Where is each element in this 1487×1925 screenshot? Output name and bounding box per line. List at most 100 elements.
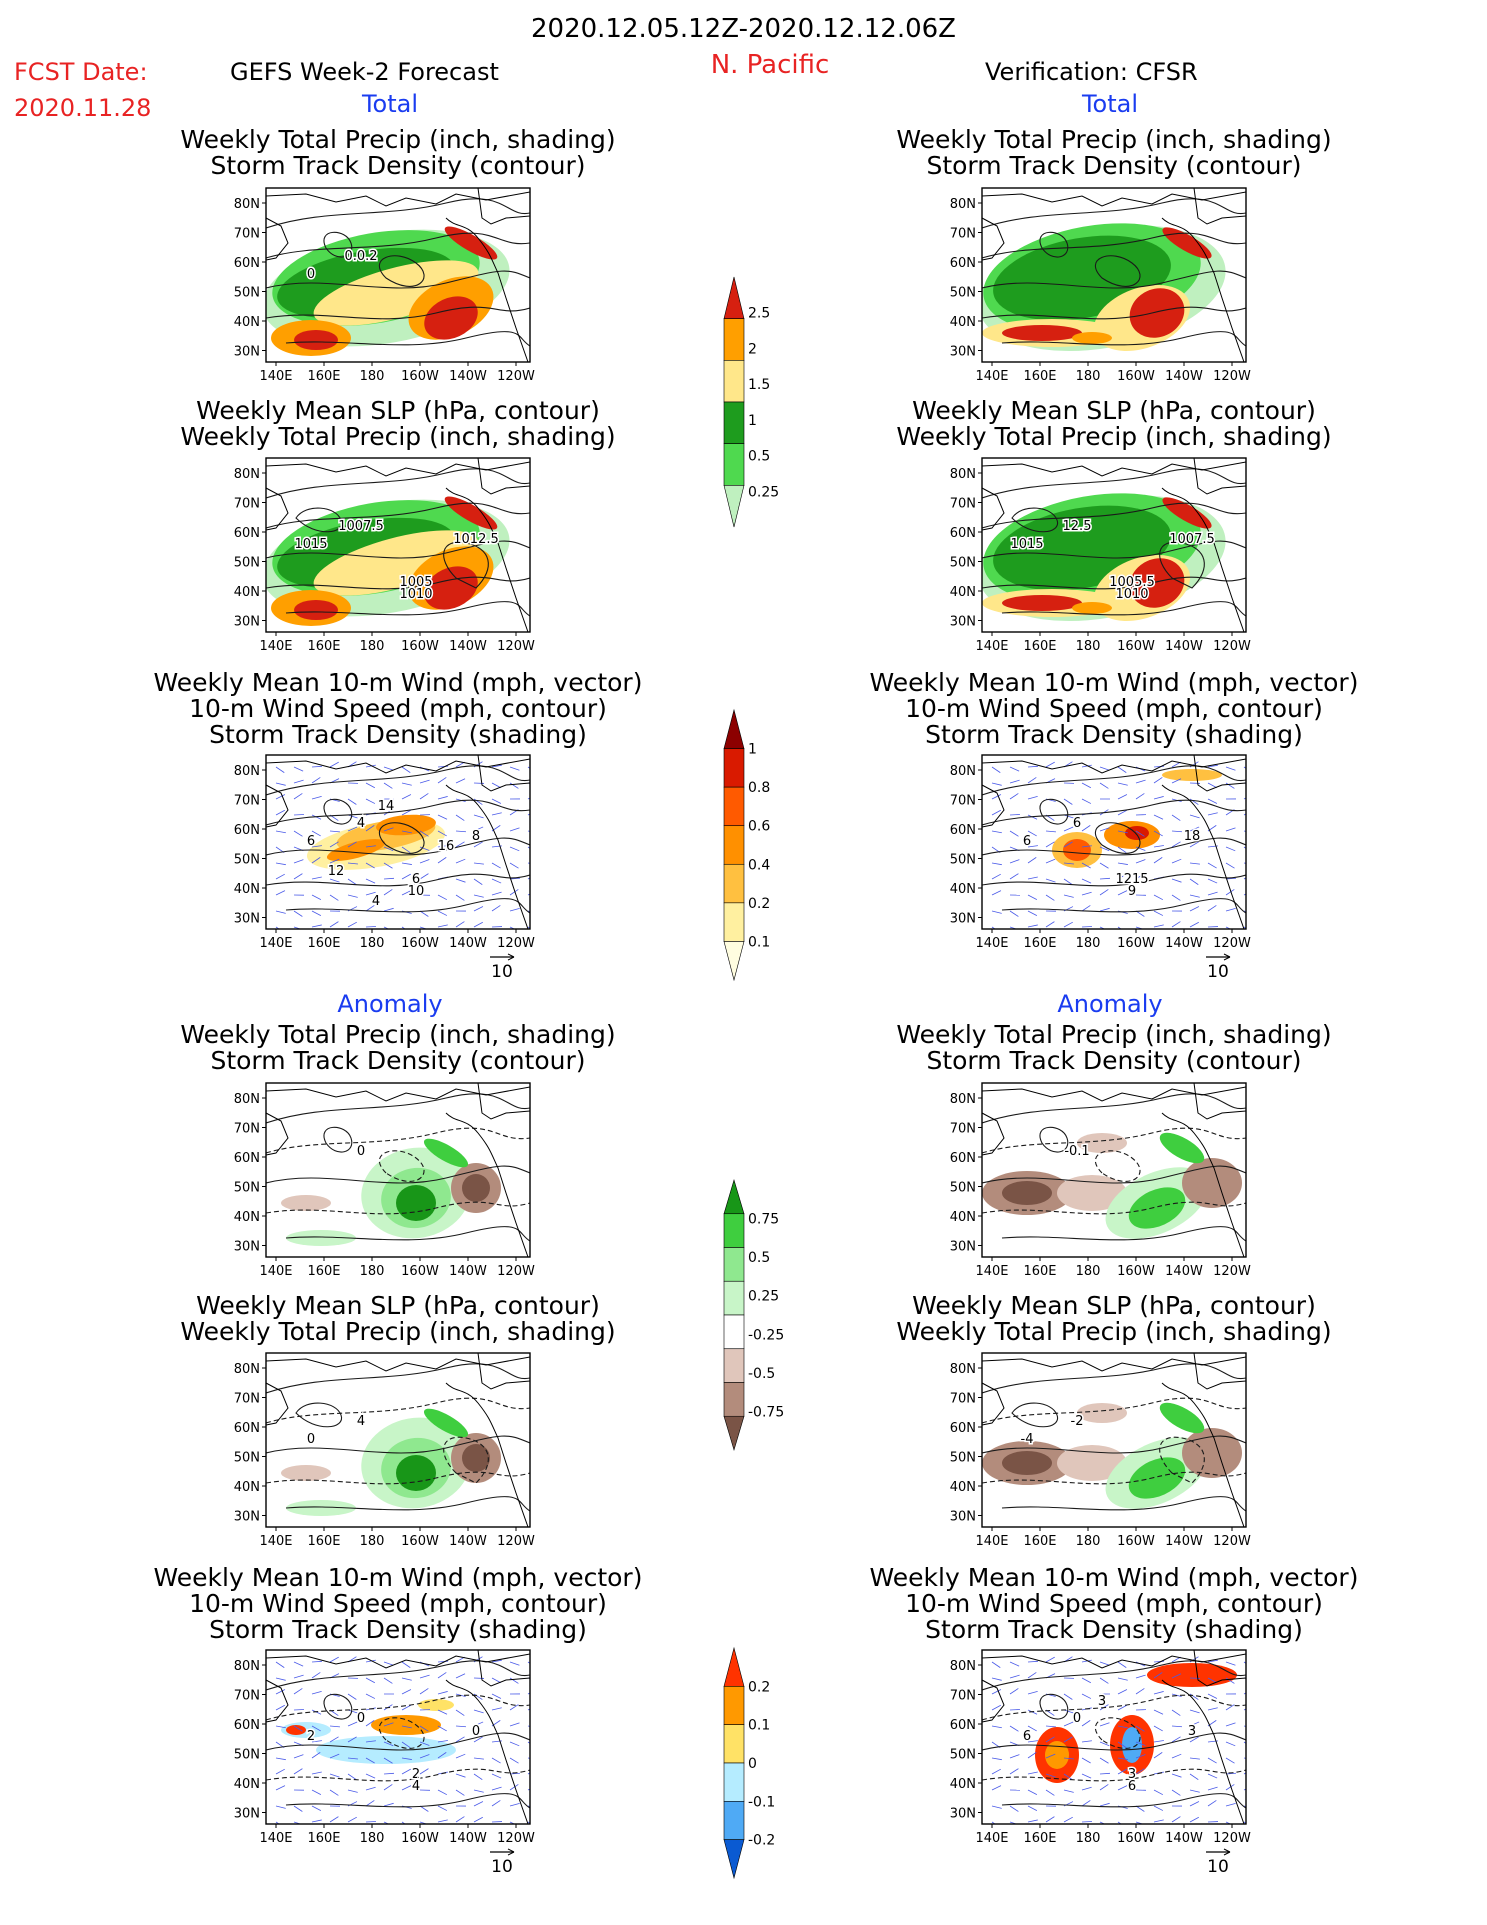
contour-line xyxy=(266,232,530,259)
lat-tick-label: 50N xyxy=(950,286,976,301)
colorbar-label: -0.2 xyxy=(748,1833,775,1849)
shading-region xyxy=(1063,839,1091,861)
section-label-anomaly-left: Anomaly xyxy=(337,990,443,1018)
wind-vector xyxy=(491,1773,502,1779)
coastline xyxy=(477,755,530,792)
wind-vector xyxy=(1045,1789,1055,1796)
wind-vector xyxy=(1135,1688,1145,1695)
contour-label: 0 xyxy=(307,267,315,282)
wind-vector xyxy=(419,1754,430,1759)
wind-vector xyxy=(329,1816,339,1823)
wind-vector xyxy=(401,1768,411,1775)
wind-vector xyxy=(347,826,358,832)
wind-vector xyxy=(1207,1786,1218,1791)
lat-tick-label: 50N xyxy=(950,1748,976,1763)
wind-vector xyxy=(1099,889,1109,896)
contour-line xyxy=(378,822,425,854)
wind-vector xyxy=(1063,841,1073,848)
contour-line xyxy=(1039,231,1069,258)
lon-tick-label: 120W xyxy=(497,639,535,654)
map-frame xyxy=(265,1649,531,1825)
contour-line xyxy=(295,1402,342,1428)
wind-vector xyxy=(509,846,520,852)
wind-vector xyxy=(1009,859,1020,864)
contour-line xyxy=(982,837,1246,856)
wind-vector xyxy=(1171,1709,1181,1716)
coastline xyxy=(1193,458,1246,495)
wind-vector xyxy=(509,1784,519,1791)
panel-title-line: Weekly Total Precip (inch, shading) xyxy=(180,422,616,451)
contour-label: 6 xyxy=(1023,1729,1031,1744)
lon-tick-label: 140E xyxy=(975,639,1008,654)
lat-tick-label: 80N xyxy=(234,1659,260,1674)
map-panel-left-5: 4 0 80N 70N 60N 50N 40N 30N 140E 160E 180 160W 140W 1… xyxy=(234,1352,535,1549)
wind-vector xyxy=(509,782,519,789)
wind-vector xyxy=(437,796,448,800)
contour-line xyxy=(266,1435,530,1454)
wind-vector xyxy=(311,1789,322,1795)
wind-vector xyxy=(1117,890,1128,896)
wind-vector xyxy=(1189,814,1200,819)
wind-vector xyxy=(1045,841,1055,848)
wind-vector xyxy=(1135,779,1146,784)
wind-vector xyxy=(275,910,286,914)
contour-line xyxy=(982,306,1246,320)
wind-vector xyxy=(1135,859,1146,864)
wind-vector xyxy=(401,873,411,880)
lon-tick-label: 140E xyxy=(975,936,1008,951)
wind-vector xyxy=(455,894,465,901)
wind-vector xyxy=(329,761,339,768)
wind-vector xyxy=(527,926,530,929)
wind-vector xyxy=(491,812,502,816)
wind-vector xyxy=(311,1805,322,1811)
wind-vector xyxy=(365,1821,377,1823)
lat-tick-label: 50N xyxy=(234,1748,260,1763)
lon-tick-label: 180 xyxy=(360,369,385,384)
coastline xyxy=(982,487,1005,531)
wind-vector xyxy=(437,1819,448,1823)
vector-ref-arrowhead xyxy=(507,953,515,961)
lat-tick-label: 30N xyxy=(234,1807,260,1822)
left-column-title: GEFS Week-2 Forecast xyxy=(230,58,499,86)
wind-vector xyxy=(1207,798,1218,804)
shading-region xyxy=(281,1465,331,1481)
contour-label: 1007.5 xyxy=(1169,532,1215,547)
wind-vector xyxy=(1063,1709,1074,1714)
contour-line xyxy=(982,1093,1246,1124)
lat-tick-label: 80N xyxy=(950,764,976,779)
contour-label: 12 xyxy=(328,864,345,879)
wind-vector xyxy=(1207,1773,1218,1779)
wind-vector xyxy=(1009,1661,1020,1667)
contour-line xyxy=(1159,1436,1205,1484)
wind-vector xyxy=(365,891,376,896)
wind-vector xyxy=(1117,1677,1128,1681)
lat-tick-label: 40N xyxy=(234,1480,260,1495)
wind-vector xyxy=(1135,1674,1146,1679)
wind-vector xyxy=(401,1689,412,1695)
map-frame xyxy=(981,1352,1247,1528)
wind-vector xyxy=(491,1677,501,1684)
lon-tick-label: 120W xyxy=(497,936,535,951)
contour-label: 3 xyxy=(1128,1767,1136,1782)
wind-vector xyxy=(1045,1753,1056,1759)
colorbar-label: 2 xyxy=(748,341,757,357)
contour-label: 0 xyxy=(357,1711,365,1726)
wind-vector xyxy=(275,1785,286,1791)
wind-vector xyxy=(419,846,430,851)
wind-vector xyxy=(527,1821,530,1824)
contour-line xyxy=(1001,331,1246,347)
lat-tick-label: 70N xyxy=(950,497,976,512)
contour-label: 16 xyxy=(438,839,455,854)
lon-tick-label: 140E xyxy=(259,1831,292,1846)
contour-line xyxy=(323,231,353,258)
wind-vector xyxy=(473,1709,484,1714)
wind-vector xyxy=(1045,894,1055,901)
wind-vector xyxy=(1063,1789,1074,1793)
wind-vector xyxy=(365,764,376,768)
wind-vector xyxy=(1153,796,1164,800)
wind-vector xyxy=(991,873,1001,880)
colorbar-label: 0.2 xyxy=(748,1679,770,1695)
wind-vector xyxy=(473,1721,484,1727)
wind-vector xyxy=(1081,798,1092,804)
contour-line xyxy=(982,1435,1246,1454)
